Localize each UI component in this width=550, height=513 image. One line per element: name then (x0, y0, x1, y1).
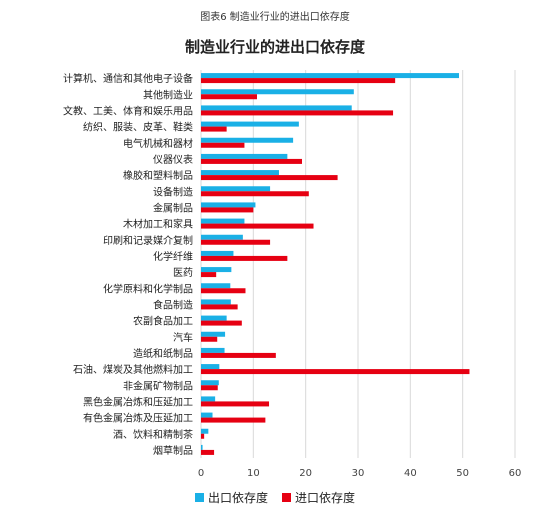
category-label: 印刷和记录媒介复制 (103, 234, 193, 247)
x-tick-label: 40 (404, 468, 417, 479)
category-label: 农副食品加工 (133, 315, 193, 328)
bar-export (201, 218, 245, 224)
category-label: 汽车 (173, 331, 193, 344)
bar-export (201, 428, 209, 434)
bar-export (201, 444, 203, 450)
bar-export (201, 396, 216, 402)
bar-export (201, 412, 213, 418)
bar-import (201, 449, 215, 455)
x-tick-label: 30 (352, 468, 365, 479)
category-label: 酒、饮料和精制茶 (113, 428, 193, 441)
bar-export (201, 364, 220, 370)
bar-export (201, 250, 234, 256)
category-label: 计算机、通信和其他电子设备 (63, 72, 193, 85)
bar-import (201, 158, 303, 164)
legend-item-export: 出口依存度 (194, 489, 268, 506)
x-tick-label: 0 (198, 468, 204, 479)
category-label: 烟草制品 (153, 444, 193, 457)
bar-export (201, 202, 256, 208)
category-label: 其他制造业 (143, 88, 193, 101)
bar-import (201, 191, 309, 197)
bar-import (201, 288, 246, 294)
figure-caption: 图表6 制造业行业的进出口依存度 (200, 12, 350, 23)
category-label: 医药 (173, 267, 193, 279)
bar-export (201, 186, 271, 192)
x-tick-label: 60 (509, 468, 522, 479)
legend-label-export: 出口依存度 (207, 491, 268, 505)
bar-import (201, 175, 338, 181)
category-label: 电气机械和器材 (123, 137, 193, 150)
bar-import (201, 239, 271, 245)
bar-import (201, 223, 314, 229)
bar-import (201, 142, 245, 148)
legend-label-import: 进口依存度 (295, 491, 356, 505)
bar-import (201, 94, 257, 100)
category-label: 纺织、服装、皮革、鞋类 (83, 121, 193, 134)
category-label: 黑色金属冶炼和压延加工 (83, 395, 193, 408)
category-label: 石油、煤炭及其他燃料加工 (73, 363, 193, 376)
bar-export (201, 299, 231, 305)
category-label: 化学纤维 (153, 250, 193, 263)
bar-import (201, 255, 288, 261)
bar-export (201, 137, 294, 143)
bar-layer (201, 73, 470, 455)
bar-import (201, 401, 270, 407)
category-label-layer: 计算机、通信和其他电子设备其他制造业文教、工美、体育和娱乐用品纺织、服装、皮革、… (63, 72, 193, 457)
bar-export (201, 89, 354, 95)
bar-export (201, 234, 243, 240)
legend-swatch-import (282, 493, 291, 502)
category-label: 非金属矿物制品 (123, 379, 193, 392)
x-tick-label: 20 (299, 468, 312, 479)
legend: 出口依存度 进口依存度 (0, 489, 550, 506)
bar-import (201, 110, 394, 116)
bar-import (201, 417, 266, 423)
bar-export (201, 380, 219, 386)
x-tick-label: 50 (456, 468, 469, 479)
grid-layer (200, 70, 516, 458)
bar-import (201, 207, 254, 213)
bar-export (201, 170, 279, 176)
category-label: 橡胶和塑料制品 (123, 169, 193, 182)
bar-export (201, 331, 226, 337)
category-label: 食品制造 (153, 298, 193, 311)
category-label: 仪器仪表 (153, 153, 193, 166)
category-label: 设备制造 (153, 185, 193, 198)
category-label: 文教、工美、体育和娱乐用品 (63, 104, 193, 117)
bar-import (201, 272, 217, 278)
bar-import (201, 78, 396, 84)
bar-import (201, 385, 218, 391)
bar-export (201, 73, 460, 79)
bar-export (201, 315, 227, 321)
bar-import (201, 336, 218, 342)
bar-export (201, 267, 232, 273)
bar-export (201, 105, 352, 111)
bar-export (201, 121, 299, 127)
bar-export (201, 153, 288, 159)
bar-import (201, 320, 242, 326)
chart-title: 制造业行业的进出口依存度 (184, 38, 365, 56)
category-label: 木材加工和家具 (123, 218, 193, 231)
bar-export (201, 347, 225, 353)
category-label: 化学原料和化学制品 (103, 282, 193, 295)
tick-label-layer: 0 10 20 30 40 50 60 (198, 468, 522, 479)
legend-item-import: 进口依存度 (282, 489, 355, 506)
category-label: 有色金属冶炼及压延加工 (83, 412, 193, 425)
bar-import (201, 304, 238, 310)
category-label: 造纸和纸制品 (133, 347, 193, 360)
bar-import (201, 352, 276, 358)
bar-export (201, 283, 231, 289)
x-tick-label: 10 (247, 468, 260, 479)
category-label: 金属制品 (153, 201, 193, 214)
bar-import (201, 433, 205, 439)
legend-swatch-export (194, 493, 204, 502)
bar-import (201, 369, 470, 375)
bar-import (201, 126, 227, 132)
